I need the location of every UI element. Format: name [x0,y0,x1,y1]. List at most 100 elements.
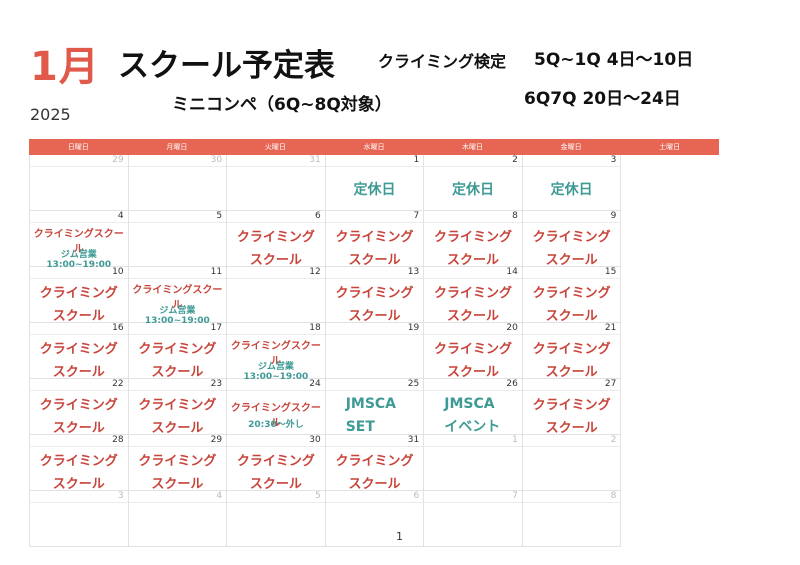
day-number: 1 [512,435,518,445]
weekday-saturday: 土曜日 [659,143,681,151]
day-number: 22 [112,379,124,389]
climbing-school-event-line: クライミング [138,454,217,469]
day-number: 11 [210,267,223,277]
climbing-school-event-line: スクール [447,253,500,268]
weekday-thursday: 木曜日 [462,143,484,151]
climbing-school-event: クライミング スクール [326,282,424,328]
climbing-school-event-line: スクール [447,365,500,380]
day-number: 23 [210,379,223,389]
climbing-school-event-line: クライミング [39,286,118,301]
day-number: 5 [216,211,223,221]
day-cell: 24 クライミングスクール 20:30〜外し [227,379,326,435]
day-number: 7 [413,211,420,221]
day-cell: 19 [325,323,425,379]
day-cell: 31 [227,155,326,211]
day-cell: 22 クライミング スクール [30,379,129,436]
day-cell: 1 [424,435,523,491]
day-number: 10 [112,267,124,277]
day-number: 30 [210,155,223,165]
weekday-header: 日曜日 月曜日 火曜日 水曜日 木曜日 金曜日 土曜日 [29,139,719,155]
closed-day-label: 定休日 [353,182,396,198]
jmsca-event-line: イベント [444,419,501,435]
day-cell: 5 [128,211,228,267]
day-number: 12 [309,267,321,277]
kentei-schedule-2: 6Q7Q 20日〜24日 [524,89,681,109]
climbing-school-event: クライミング スクール [424,226,522,272]
day-cell: 6 クライミング スクール [227,211,326,268]
page-title: スクール予定表 [118,48,335,84]
climbing-school-event: クライミング スクール [30,338,128,384]
day-cell: 2 [522,435,622,491]
day-number: 1 [413,155,420,165]
day-cell: 28 クライミング スクール [30,435,129,492]
climbing-school-event-line: クライミング [532,230,611,245]
day-number: 16 [112,323,124,333]
climbing-school-event: クライミング スクール [424,282,522,328]
climbing-school-event-line: クライミング [39,342,118,357]
day-number: 24 [309,379,321,389]
climbing-school-event-line: スクール [151,365,204,380]
climbing-school-event-line: スクール [52,365,105,380]
day-cell: 20 クライミング スクール [424,323,523,380]
climbing-school-event: クライミング スクール [523,226,621,272]
climbing-school-event: クライミング スクール [523,338,621,384]
climbing-school-event-line: クライミング [335,454,414,469]
day-cell: 4 [128,491,228,547]
day-cell: 1 定休日 [325,155,425,211]
climbing-school-event: クライミング スクール [326,226,424,272]
day-number: 21 [604,323,617,333]
calendar: 日曜日 月曜日 火曜日 水曜日 木曜日 金曜日 土曜日 29 30 31 1 定休日 2 定… [29,139,719,547]
climbing-school-event-line: スクール [348,477,401,492]
day-cell: 16 クライミング スクール [30,323,129,380]
jmsca-event-line: SET [345,419,375,435]
climbing-school-event: クライミング スクール [227,450,325,496]
day-number: 6 [413,491,420,501]
saturday-school-label: クライミングスクール [230,341,321,367]
climbing-school-event-line: クライミング [434,286,513,301]
day-cell: 7 クライミング スクール [325,211,425,268]
day-cell: 29 クライミング スクール [128,435,228,492]
day-cell: 12 [227,267,326,323]
climbing-school-event-line: スクール [348,253,401,268]
climbing-school-event-line: クライミング [532,286,611,301]
climbing-school-event-line: スクール [52,309,105,324]
climbing-school-event-line: クライミング [236,230,315,245]
day-cell: 14 クライミング スクール [424,267,523,324]
jmsca-event: JMSCA SET [346,393,424,439]
climbing-school-event-line: クライミング [532,398,611,413]
day-cell: 3 定休日 [522,155,622,211]
year-label: 2025 [30,105,71,124]
day-number: 5 [314,491,321,501]
day-number: 2 [512,155,518,165]
climbing-school-event-line: クライミング [335,286,414,301]
day-number: 13 [407,267,420,277]
kentei-schedule-1: 5Q~1Q 4日〜10日 [534,50,694,70]
climbing-school-event-line: スクール [151,477,204,492]
day-number: 8 [610,491,617,501]
climbing-school-event-line: スクール [249,477,302,492]
day-number: 29 [112,155,124,165]
gym-hours-label: ジム営業13:00~19:00 [46,250,112,270]
day-number: 29 [210,435,223,445]
weekday-wednesday: 水曜日 [363,143,385,151]
weekday-monday: 月曜日 [166,143,188,151]
day-cell: 21 クライミング スクール [522,323,622,380]
closed-day-label: 定休日 [550,182,593,198]
day-number: 30 [309,435,321,445]
climbing-school-event-line: クライミング [434,342,513,357]
climbing-school-event-line: スクール [348,309,401,324]
day-cell: 25 JMSCA SET [325,379,425,435]
teardown-time-label: 20:30〜外し [248,420,304,430]
day-number: 31 [407,435,420,445]
climbing-school-event-line: クライミング [236,454,315,469]
weekday-sunday: 日曜日 [67,143,89,151]
kentei-label: クライミング検定 [378,52,507,71]
day-cell: 6 [325,491,425,547]
day-number: 28 [112,435,124,445]
page-number: 1 [396,530,403,543]
day-number: 27 [604,379,617,389]
climbing-school-event: クライミング スクール [326,450,424,496]
climbing-school-event: クライミング スクール [129,394,227,440]
day-cell: 15 クライミング スクール [522,267,622,324]
day-number: 18 [309,323,321,333]
